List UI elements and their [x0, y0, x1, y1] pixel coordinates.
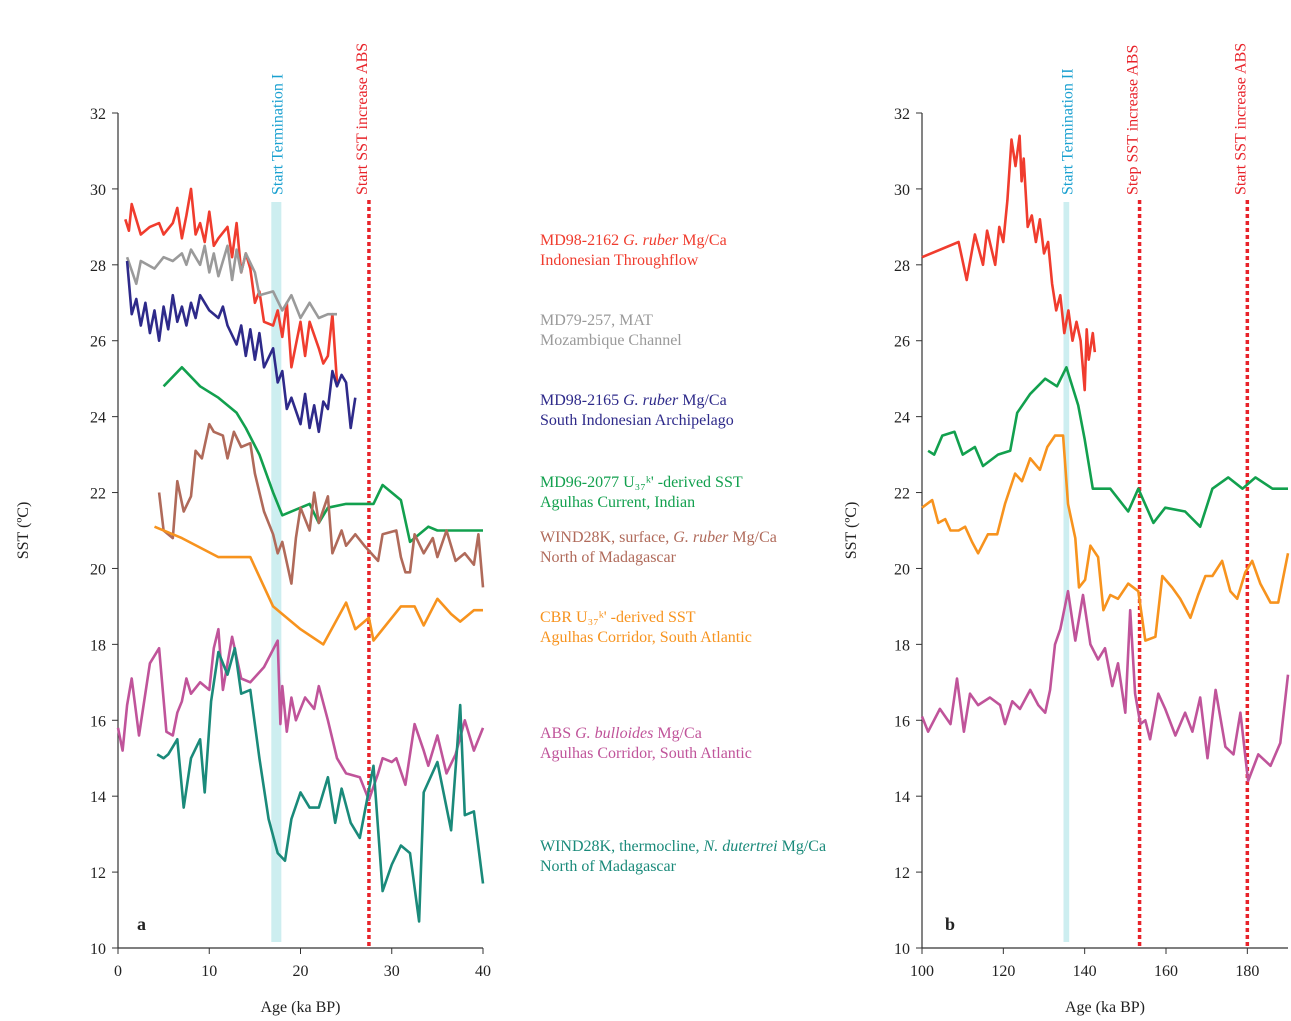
legend-text: Mg/Ca [778, 838, 826, 855]
y-tick-label: 16 [90, 713, 106, 730]
legend-location: Indonesian Throughflow [540, 252, 699, 269]
legend-name: ABS G. bulloides Mg/Ca [540, 725, 702, 742]
legend-italic: G. ruber [623, 232, 679, 249]
series-line [157, 422, 485, 588]
y-tick-label: 10 [894, 941, 910, 958]
y-tick-label: 28 [90, 258, 106, 275]
annotation-label: Step SST increase ABS [1125, 45, 1142, 195]
legend-text: Mg/Ca [653, 725, 701, 742]
legend-location: North of Madagascar [540, 858, 677, 875]
legend-text: WIND28K, surface, [540, 529, 673, 546]
legend-name: MD98-2162 G. ruber Mg/Ca [540, 232, 727, 249]
y-tick-label: 20 [894, 561, 910, 578]
legend-text: WIND28K, thermocline, [540, 838, 704, 855]
y-tick-label: 24 [90, 410, 106, 427]
legend-name: WIND28K, surface, G. ruber Mg/Ca [540, 529, 777, 546]
y-tick-label: 26 [90, 334, 106, 351]
series-line [927, 365, 1288, 529]
legend-name: MD79-257, MAT [540, 312, 653, 329]
y-axis-label: SST (ºC) [843, 502, 860, 560]
y-axis-label: SST (ºC) [15, 502, 32, 560]
legend-name: MD96-2077 U₃₇ᵏ' -derived SST [540, 474, 743, 491]
series-line [125, 260, 357, 434]
y-tick-label: 30 [90, 182, 106, 199]
legend-italic: G. ruber [623, 392, 679, 409]
legend-text: Mg/Ca [678, 392, 726, 409]
series-line [156, 646, 485, 923]
series-line [921, 134, 1097, 392]
x-tick-label: 180 [1235, 963, 1259, 980]
legend-text: MD98-2162 [540, 232, 623, 249]
y-tick-label: 10 [90, 941, 106, 958]
legend-location: North of Madagascar [540, 549, 677, 566]
annotation-label: Start Termination I [269, 74, 286, 195]
x-tick-label: 30 [384, 963, 400, 980]
legend-name: CBR U₃₇ᵏ' -derived SST [540, 609, 696, 626]
x-tick-label: 100 [910, 963, 934, 980]
y-tick-label: 32 [90, 106, 106, 123]
y-tick-label: 12 [90, 865, 106, 882]
legend-name: MD98-2165 G. ruber Mg/Ca [540, 392, 727, 409]
legend-name: WIND28K, thermocline, N. dutertrei Mg/Ca [540, 838, 826, 855]
y-tick-label: 30 [894, 182, 910, 199]
panel-label: b [945, 914, 955, 934]
y-tick-label: 28 [894, 258, 910, 275]
y-tick-label: 32 [894, 106, 910, 123]
legend-text: Mg/Ca [728, 529, 776, 546]
y-tick-label: 22 [894, 486, 910, 503]
series-line [921, 434, 1290, 642]
annotation-label: Start SST increase ABS [354, 43, 371, 195]
series-line [125, 244, 337, 320]
annotation-label: Start Termination II [1059, 68, 1076, 195]
legend-location: South Indonesian Archipelago [540, 412, 734, 429]
annotation-label: Start SST increase ABS [1232, 43, 1249, 195]
series-line [124, 187, 339, 383]
legend-italic: N. dutertrei [703, 838, 778, 855]
y-tick-label: 18 [90, 637, 106, 654]
legend-text: MD98-2165 [540, 392, 623, 409]
x-tick-label: 120 [991, 963, 1015, 980]
series-line [162, 365, 483, 544]
x-tick-label: 160 [1154, 963, 1178, 980]
legend-text: Mg/Ca [678, 232, 726, 249]
y-tick-label: 16 [894, 713, 910, 730]
series-line [154, 525, 483, 646]
panel-label: a [137, 914, 146, 934]
y-tick-label: 14 [90, 789, 106, 806]
x-tick-label: 40 [475, 963, 491, 980]
y-tick-label: 22 [90, 486, 106, 503]
legend-italic: G. ruber [673, 529, 729, 546]
series-line [920, 589, 1290, 783]
legend-location: Agulhas Corridor, South Atlantic [540, 745, 752, 762]
y-tick-label: 14 [894, 789, 910, 806]
x-tick-label: 10 [201, 963, 217, 980]
termination-band [1063, 202, 1070, 942]
x-tick-label: 140 [1073, 963, 1097, 980]
legend-location: Mozambique Channel [540, 332, 682, 349]
y-tick-label: 20 [90, 561, 106, 578]
y-tick-label: 18 [894, 637, 910, 654]
legend-location: Agulhas Corridor, South Atlantic [540, 629, 752, 646]
termination-band [271, 202, 282, 942]
x-axis-label: Age (ka BP) [261, 999, 341, 1016]
legend-italic: G. bulloides [575, 725, 653, 742]
y-tick-label: 26 [894, 334, 910, 351]
legend-location: Agulhas Current, Indian [540, 494, 695, 511]
x-tick-label: 20 [293, 963, 309, 980]
x-axis-label: Age (ka BP) [1065, 999, 1145, 1016]
legend-text: ABS [540, 725, 575, 742]
series-line [116, 627, 485, 802]
y-tick-label: 12 [894, 865, 910, 882]
x-tick-label: 0 [114, 963, 122, 980]
y-tick-label: 24 [894, 410, 910, 427]
